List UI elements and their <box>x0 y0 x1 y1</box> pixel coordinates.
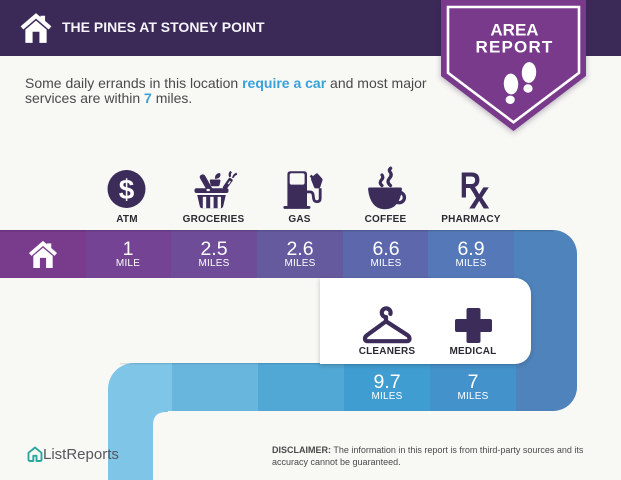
svg-text:REPORT: REPORT <box>475 38 553 57</box>
svg-text:AREA: AREA <box>490 21 538 40</box>
svg-text:R: R <box>460 165 482 205</box>
svg-text:$: $ <box>119 174 135 205</box>
svg-text:x: x <box>469 173 490 212</box>
